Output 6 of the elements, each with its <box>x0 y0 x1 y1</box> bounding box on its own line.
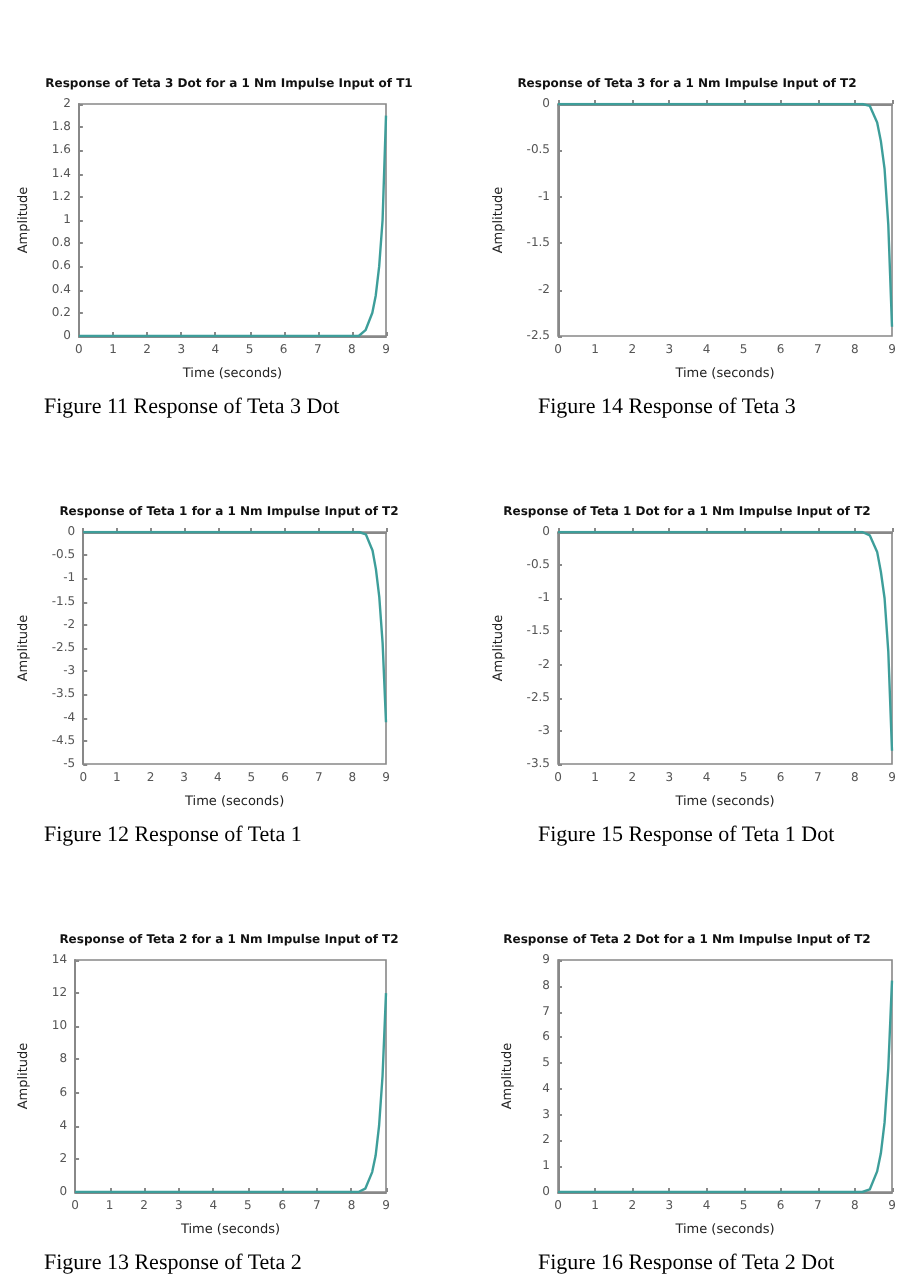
caption: Figure 11 Response of Teta 3 Dot <box>44 395 340 419</box>
caption: Figure 15 Response of Teta 1 Dot <box>538 823 835 847</box>
caption: Figure 16 Response of Teta 2 Dot <box>538 1251 835 1275</box>
caption: Figure 12 Response of Teta 1 <box>44 823 302 847</box>
caption: Figure 14 Response of Teta 3 <box>538 395 797 419</box>
caption: Figure 13 Response of Teta 2 <box>44 1251 302 1275</box>
